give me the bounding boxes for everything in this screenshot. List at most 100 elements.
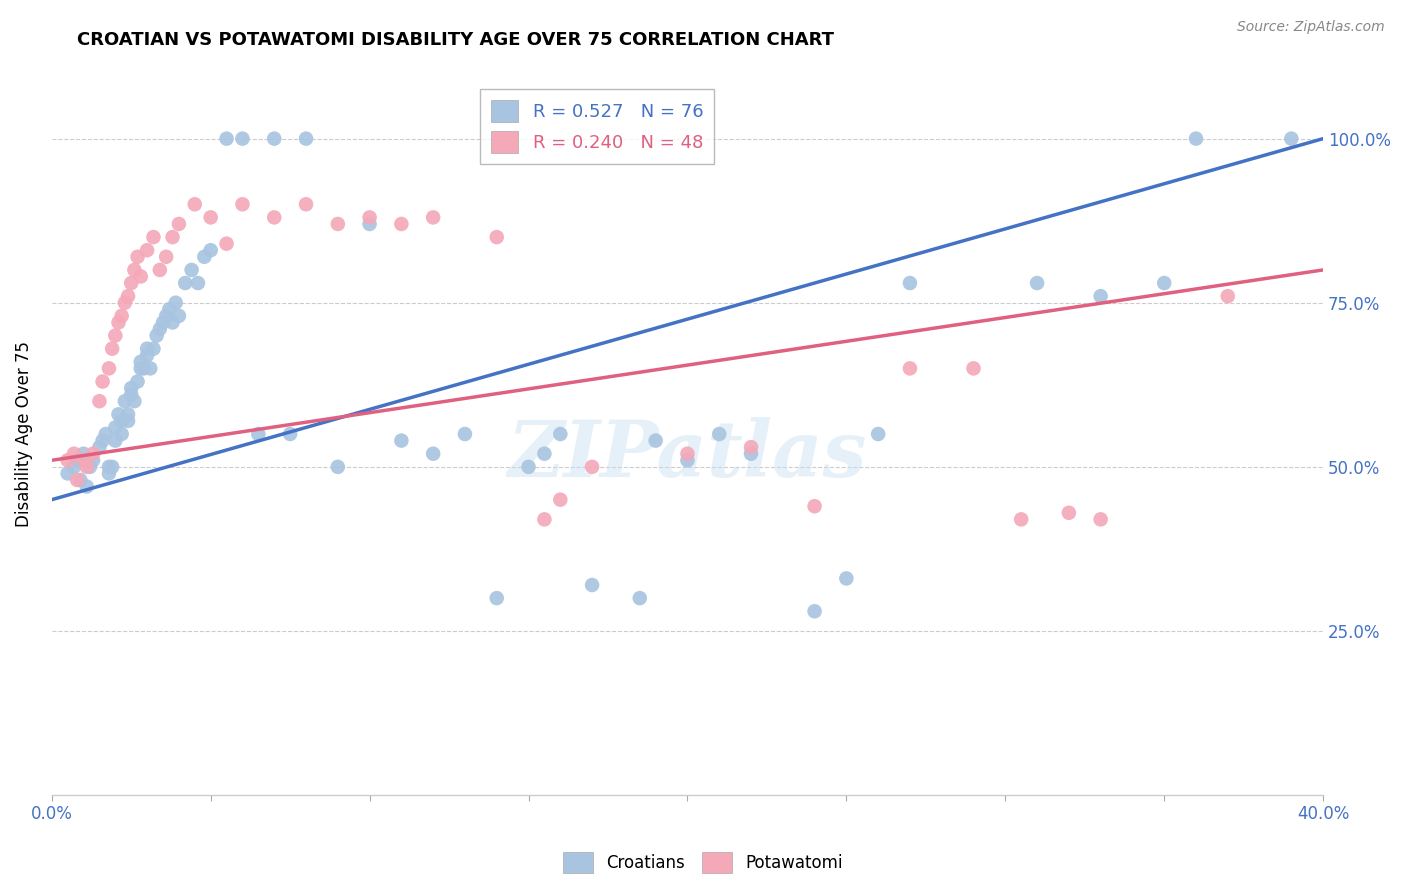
Text: Source: ZipAtlas.com: Source: ZipAtlas.com: [1237, 20, 1385, 34]
Point: [124, 263, 146, 277]
Point: [200, 244, 222, 258]
Point: [231, 197, 253, 211]
Point: [278, 427, 301, 442]
Point: [165, 295, 187, 310]
Point: [129, 361, 152, 376]
Point: [79, 459, 101, 474]
Point: [129, 355, 152, 369]
Point: [104, 434, 127, 448]
Point: [1010, 512, 1032, 526]
Point: [56, 467, 79, 481]
Point: [231, 131, 253, 145]
Point: [422, 211, 444, 225]
Point: [1153, 276, 1175, 290]
Point: [107, 315, 129, 329]
Point: [82, 447, 104, 461]
Point: [91, 375, 114, 389]
Point: [740, 447, 762, 461]
Point: [359, 211, 381, 225]
Point: [82, 453, 104, 467]
Point: [104, 420, 127, 434]
Point: [389, 217, 412, 231]
Point: [66, 473, 89, 487]
Point: [1279, 131, 1302, 145]
Point: [101, 459, 124, 474]
Point: [101, 342, 124, 356]
Point: [117, 414, 139, 428]
Point: [676, 447, 699, 461]
Point: [174, 276, 197, 290]
Point: [550, 492, 572, 507]
Point: [142, 342, 165, 356]
Point: [136, 348, 159, 362]
Point: [263, 131, 285, 145]
Point: [149, 263, 172, 277]
Point: [56, 453, 79, 467]
Point: [111, 427, 134, 442]
Point: [263, 211, 285, 225]
Point: [107, 407, 129, 421]
Point: [162, 230, 184, 244]
Point: [644, 434, 666, 448]
Point: [129, 269, 152, 284]
Point: [215, 131, 238, 145]
Point: [454, 427, 477, 442]
Point: [676, 453, 699, 467]
Point: [162, 315, 184, 329]
Point: [89, 394, 111, 409]
Point: [157, 302, 180, 317]
Point: [835, 571, 858, 585]
Point: [200, 211, 222, 225]
Point: [868, 427, 890, 442]
Point: [898, 276, 921, 290]
Point: [63, 459, 86, 474]
Point: [114, 295, 136, 310]
Point: [132, 361, 155, 376]
Point: [193, 250, 215, 264]
Point: [898, 361, 921, 376]
Point: [389, 434, 412, 448]
Point: [142, 230, 165, 244]
Point: [533, 447, 555, 461]
Point: [91, 434, 114, 448]
Point: [962, 361, 984, 376]
Point: [97, 459, 120, 474]
Point: [120, 276, 142, 290]
Point: [628, 591, 651, 606]
Point: [422, 447, 444, 461]
Point: [111, 309, 134, 323]
Y-axis label: Disability Age Over 75: Disability Age Over 75: [15, 341, 32, 527]
Point: [139, 361, 162, 376]
Point: [136, 342, 159, 356]
Point: [155, 309, 177, 323]
Text: CROATIAN VS POTAWATOMI DISABILITY AGE OVER 75 CORRELATION CHART: CROATIAN VS POTAWATOMI DISABILITY AGE OV…: [77, 31, 834, 49]
Point: [97, 467, 120, 481]
Point: [1185, 131, 1208, 145]
Point: [295, 197, 318, 211]
Point: [72, 453, 94, 467]
Point: [120, 387, 142, 401]
Point: [152, 315, 174, 329]
Point: [359, 217, 381, 231]
Point: [120, 381, 142, 395]
Point: [167, 309, 190, 323]
Point: [89, 440, 111, 454]
Point: [485, 591, 508, 606]
Point: [124, 394, 146, 409]
Point: [326, 459, 349, 474]
Point: [184, 197, 207, 211]
Point: [111, 414, 134, 428]
Point: [1090, 289, 1112, 303]
Text: ZIPatlas: ZIPatlas: [508, 417, 868, 494]
Point: [114, 394, 136, 409]
Point: [550, 427, 572, 442]
Point: [295, 131, 318, 145]
Legend: Croatians, Potawatomi: Croatians, Potawatomi: [557, 846, 849, 880]
Point: [326, 217, 349, 231]
Point: [581, 578, 603, 592]
Point: [63, 447, 86, 461]
Point: [247, 427, 270, 442]
Point: [127, 375, 149, 389]
Point: [149, 322, 172, 336]
Point: [72, 447, 94, 461]
